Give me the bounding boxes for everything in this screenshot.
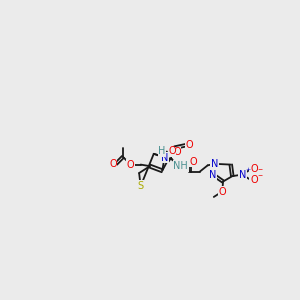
Text: −: − [258, 173, 263, 178]
Text: O: O [190, 157, 198, 166]
Text: N: N [211, 159, 218, 169]
Text: N: N [161, 153, 168, 163]
Text: O: O [250, 164, 258, 174]
Text: −: − [258, 167, 263, 172]
Text: O: O [168, 146, 176, 157]
Text: N: N [238, 169, 246, 180]
Text: O: O [109, 159, 117, 169]
Text: S: S [138, 181, 144, 191]
Text: O: O [185, 140, 193, 150]
Text: NH: NH [173, 161, 188, 171]
Text: O: O [218, 187, 226, 196]
Text: +: + [245, 167, 250, 172]
Text: O: O [173, 147, 181, 157]
Text: O: O [127, 160, 134, 170]
Text: N: N [209, 169, 217, 180]
Text: O: O [250, 175, 258, 185]
Text: H: H [158, 146, 165, 157]
